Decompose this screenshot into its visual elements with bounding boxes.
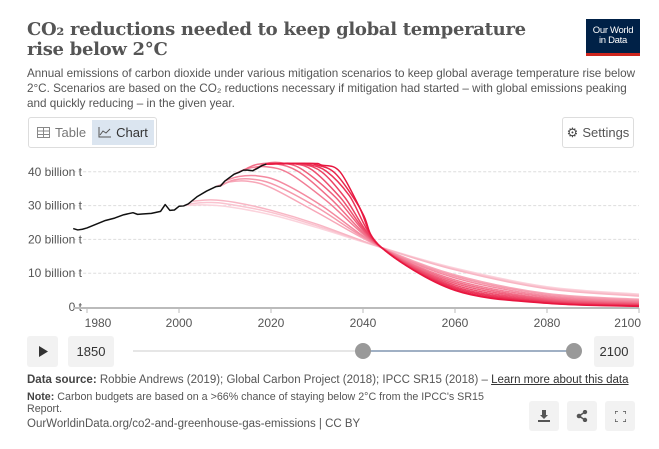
- emissions-chart: 0 t10 billion t20 billion t30 billion t4…: [28, 161, 641, 330]
- source-text: Robbie Andrews (2019); Global Carbon Pro…: [96, 374, 492, 386]
- owid-logo[interactable]: Our World in Data: [586, 19, 640, 56]
- view-tabs: Table Chart: [28, 117, 157, 148]
- tab-chart[interactable]: Chart: [92, 120, 154, 145]
- settings-label: Settings: [582, 125, 630, 140]
- chart-subtitle: Annual emissions of carbon dioxide under…: [27, 67, 636, 110]
- share-button[interactable]: [567, 401, 597, 431]
- timeline: 1850 2100: [27, 336, 634, 367]
- play-button[interactable]: [27, 336, 58, 367]
- fullscreen-icon: [614, 410, 626, 422]
- learn-more-link[interactable]: Learn more about this data: [491, 374, 629, 386]
- x-tick-label: 2060: [442, 316, 469, 330]
- timeline-start-handle[interactable]: [355, 343, 371, 359]
- chart-title: CO₂ reductions needed to keep global tem…: [27, 19, 526, 60]
- y-tick-label: 20 billion t: [28, 232, 83, 246]
- x-tick-label: 2080: [534, 316, 561, 330]
- download-icon: [538, 410, 550, 422]
- source-url[interactable]: OurWorldinData.org/co2-and-greenhouse-ga…: [27, 418, 361, 430]
- tab-table-label: Table: [55, 125, 87, 140]
- historical-emissions-line: [72, 163, 267, 231]
- share-icon: [576, 410, 588, 422]
- x-tick-label: 2040: [350, 316, 377, 330]
- timeline-end-handle[interactable]: [566, 343, 582, 359]
- play-icon: [38, 346, 48, 357]
- download-button[interactable]: [529, 401, 559, 431]
- logo-line-2: in Data: [598, 35, 627, 46]
- settings-button[interactable]: ⚙ Settings: [562, 117, 634, 148]
- y-tick-label: 10 billion t: [28, 266, 83, 280]
- gear-icon: ⚙: [566, 124, 579, 140]
- scenario-line-2: [188, 201, 640, 296]
- note-text: Carbon budgets are based on a >66% chanc…: [27, 391, 484, 415]
- x-tick-label: 1980: [85, 316, 112, 330]
- y-tick-label: 40 billion t: [28, 165, 83, 179]
- source-prefix: Data source:: [27, 374, 97, 386]
- y-tick-label: 30 billion t: [28, 199, 83, 213]
- scenario-line-6: [224, 174, 640, 303]
- tab-table[interactable]: Table: [31, 120, 92, 145]
- scenario-line-7: [233, 165, 640, 304]
- chart-note: Note: Carbon budgets are based on a >66%…: [27, 391, 497, 415]
- timeline-selected-range: [363, 350, 574, 352]
- scenario-line-14: [266, 162, 640, 308]
- scenario-line-3: [192, 199, 640, 297]
- timeline-track[interactable]: [133, 350, 574, 352]
- timeline-start-year[interactable]: 1850: [68, 336, 114, 367]
- x-tick-label: 2020: [258, 316, 285, 330]
- x-tick-label: 2000: [166, 316, 193, 330]
- scenario-line-5: [220, 178, 640, 301]
- logo-line-1: Our World: [592, 25, 634, 36]
- table-icon: [37, 127, 50, 138]
- fullscreen-button[interactable]: [605, 401, 635, 431]
- tab-chart-label: Chart: [116, 125, 148, 140]
- note-prefix: Note:: [27, 391, 55, 403]
- line-chart-icon: [98, 127, 112, 138]
- data-source: Data source: Robbie Andrews (2019); Glob…: [27, 374, 629, 386]
- x-tick-label: 2100: [614, 316, 641, 330]
- scenario-line-4: [215, 180, 640, 300]
- scenario-line-9: [252, 161, 640, 305]
- scenario-line-1: [183, 204, 640, 295]
- timeline-end-year[interactable]: 2100: [594, 336, 634, 367]
